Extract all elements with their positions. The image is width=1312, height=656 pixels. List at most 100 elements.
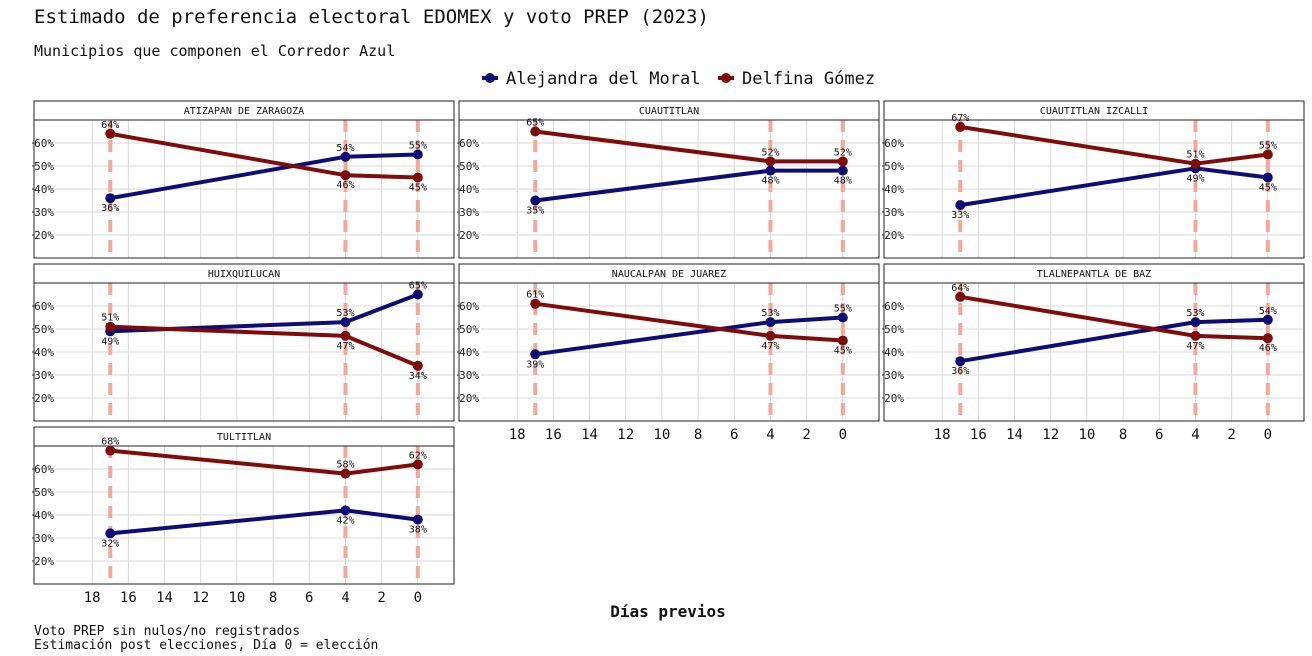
- series-alejandra-del-moral: 36% 54% 55%: [101, 141, 427, 215]
- y-tick-label: 20%: [459, 229, 479, 242]
- x-tick-label: 0: [839, 427, 847, 443]
- y-tick-label: 60%: [884, 300, 904, 313]
- data-label: 47%: [336, 341, 354, 352]
- data-point: [765, 330, 776, 341]
- series-delfina-g-mez: 61% 47% 45%: [526, 290, 852, 357]
- data-point: [1262, 149, 1273, 160]
- y-tick-label: 50%: [34, 323, 54, 336]
- x-tick-label: 16: [120, 590, 137, 606]
- caption-line-2: Estimación post elecciones, Día 0 = elec…: [34, 638, 378, 653]
- data-label: 34%: [409, 371, 427, 382]
- series-delfina-g-mez: 65% 52% 52%: [526, 118, 852, 167]
- data-point: [1190, 158, 1201, 169]
- panel-naucalpan-de-juarez: NAUCALPAN DE JUAREZ 20% 30% 40% 50% 60% 18 16 14…: [457, 263, 880, 443]
- data-point: [837, 165, 848, 176]
- series-line: [110, 324, 419, 368]
- data-label: 47%: [1186, 341, 1204, 352]
- data-label: 46%: [1259, 343, 1277, 354]
- y-tick-label: 30%: [884, 369, 904, 382]
- legend-label-gomez: Delfina Gómez: [742, 69, 875, 89]
- data-point: [340, 317, 351, 328]
- legend-marker-moral: [485, 73, 495, 83]
- data-point: [530, 126, 541, 137]
- data-point: [837, 156, 848, 167]
- series-line: [959, 166, 1269, 208]
- x-tick-label: 10: [228, 590, 245, 606]
- y-tick-label: 60%: [884, 137, 904, 150]
- series-line: [959, 317, 1268, 364]
- data-label: 45%: [409, 183, 427, 194]
- data-label: 53%: [336, 308, 354, 319]
- series-alejandra-del-moral: 39% 53% 55%: [526, 304, 852, 371]
- data-label: 32%: [101, 538, 119, 549]
- series-alejandra-del-moral: 35% 48% 48%: [526, 165, 852, 217]
- chart-subtitle: Municipios que componen el Corredor Azul: [34, 42, 395, 60]
- panel-huixquilucan: HUIXQUILUCAN20%30%40%50%60%49%53%65%51%4…: [32, 263, 455, 422]
- x-axis-label: Días previos: [610, 602, 726, 621]
- data-point: [1262, 314, 1273, 325]
- x-tick-label: 10: [1078, 427, 1095, 443]
- data-label: 52%: [834, 147, 852, 158]
- panel-tlalnepantla-de-baz: TLALNEPANTLA DE BAZ 20% 30% 40% 50% 60% 18 16 14…: [882, 263, 1305, 443]
- x-tick-label: 2: [377, 590, 385, 606]
- x-tick-label: 10: [653, 427, 670, 443]
- y-tick-label: 60%: [459, 300, 479, 313]
- y-tick-label: 30%: [459, 369, 479, 382]
- data-label: 51%: [1186, 150, 1204, 161]
- data-point: [955, 356, 966, 367]
- y-tick-label: 20%: [34, 392, 54, 405]
- y-tick-label: 50%: [884, 160, 904, 173]
- data-label: 62%: [409, 450, 427, 461]
- x-tick-label: 12: [192, 590, 209, 606]
- panel-cuautitlan-izcalli: CUAUTITLAN IZCALLI 20% 30% 40% 50% 60% 33% 49% 4…: [882, 100, 1305, 259]
- data-label: 53%: [761, 308, 779, 319]
- x-tick-label: 6: [730, 427, 738, 443]
- data-point: [412, 172, 423, 183]
- data-label: 53%: [1186, 308, 1204, 319]
- data-label: 39%: [526, 359, 544, 370]
- series-line: [959, 294, 1268, 341]
- y-tick-label: 40%: [459, 346, 479, 359]
- facet-panels: ATIZAPAN DE ZARAGOZA 20% 30% 40% 50% 60% 36% 54…: [32, 100, 1305, 606]
- x-tick-label: 18: [84, 590, 101, 606]
- y-tick-label: 40%: [34, 346, 54, 359]
- y-tick-label: 60%: [34, 463, 54, 476]
- data-label: 64%: [101, 120, 119, 131]
- series-alejandra-del-moral: 49% 53% 65%: [101, 281, 427, 348]
- data-point: [765, 165, 776, 176]
- y-tick-label: 30%: [34, 369, 54, 382]
- data-label: 38%: [409, 525, 427, 536]
- panel-strip-label: ATIZAPAN DE ZARAGOZA: [184, 106, 304, 117]
- data-point: [105, 193, 116, 204]
- x-tick-label: 2: [802, 427, 810, 443]
- series-alejandra-del-moral: 36% 53% 54%: [951, 306, 1277, 377]
- data-label: 55%: [409, 141, 427, 152]
- data-label: 55%: [1259, 141, 1277, 152]
- x-tick-label: 8: [694, 427, 702, 443]
- data-point: [955, 200, 966, 211]
- data-point: [765, 156, 776, 167]
- x-tick-label: 14: [581, 427, 598, 443]
- x-tick-label: 0: [1264, 427, 1272, 443]
- panel-grid: [906, 120, 1304, 258]
- data-point: [837, 335, 848, 346]
- data-point: [1262, 333, 1273, 344]
- series-line: [959, 124, 1269, 166]
- data-label: 58%: [336, 460, 354, 471]
- data-point: [105, 321, 116, 332]
- y-tick-label: 50%: [884, 323, 904, 336]
- panel-grid: [906, 283, 1304, 421]
- series-delfina-g-mez: 64% 46% 45%: [101, 120, 427, 194]
- data-label: 65%: [526, 118, 544, 129]
- data-point: [340, 151, 351, 162]
- y-tick-label: 30%: [34, 206, 54, 219]
- x-tick-label: 4: [1191, 427, 1199, 443]
- data-label: 36%: [951, 366, 969, 377]
- data-point: [340, 505, 351, 516]
- data-point: [412, 360, 423, 371]
- x-tick-label: 16: [970, 427, 987, 443]
- y-tick-label: 20%: [34, 229, 54, 242]
- data-point: [837, 312, 848, 323]
- y-tick-label: 20%: [884, 392, 904, 405]
- panel-strip-label: CUAUTITLAN: [639, 106, 699, 117]
